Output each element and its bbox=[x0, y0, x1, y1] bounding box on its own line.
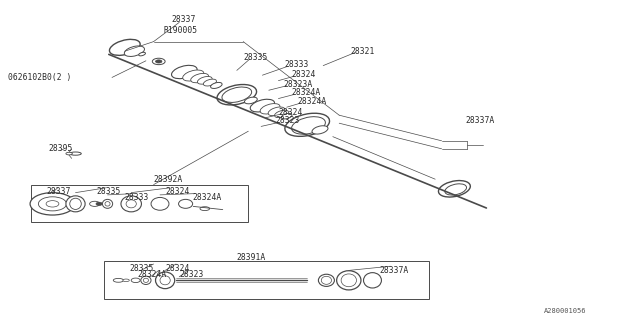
Ellipse shape bbox=[123, 279, 129, 282]
Bar bbox=[104, 261, 429, 299]
Ellipse shape bbox=[445, 184, 467, 195]
Ellipse shape bbox=[179, 199, 193, 208]
Text: 28337A: 28337A bbox=[380, 266, 409, 275]
Ellipse shape bbox=[191, 73, 209, 83]
Text: 28323A: 28323A bbox=[284, 80, 313, 89]
Text: 0626102B0(2 ): 0626102B0(2 ) bbox=[8, 73, 71, 82]
Text: 28335: 28335 bbox=[129, 264, 154, 273]
Ellipse shape bbox=[141, 276, 151, 284]
Circle shape bbox=[30, 193, 75, 215]
Ellipse shape bbox=[321, 276, 332, 284]
Circle shape bbox=[131, 278, 140, 283]
Ellipse shape bbox=[250, 99, 275, 112]
Ellipse shape bbox=[204, 79, 216, 86]
Text: 28335: 28335 bbox=[243, 53, 268, 62]
Text: 28324: 28324 bbox=[165, 188, 189, 196]
Text: 28337A: 28337A bbox=[466, 116, 495, 125]
Text: 28321: 28321 bbox=[351, 47, 375, 56]
Text: 28323: 28323 bbox=[275, 116, 300, 125]
Text: A280001056: A280001056 bbox=[544, 308, 586, 314]
Ellipse shape bbox=[285, 113, 330, 136]
Ellipse shape bbox=[124, 46, 145, 56]
Text: 28391A: 28391A bbox=[237, 253, 266, 262]
Circle shape bbox=[152, 58, 165, 65]
Ellipse shape bbox=[197, 76, 212, 84]
Ellipse shape bbox=[319, 274, 334, 286]
Circle shape bbox=[90, 201, 100, 206]
Circle shape bbox=[156, 60, 162, 63]
Text: 28395: 28395 bbox=[48, 144, 72, 153]
Ellipse shape bbox=[139, 52, 145, 56]
Ellipse shape bbox=[275, 110, 289, 118]
Text: 28337: 28337 bbox=[46, 188, 70, 196]
Text: 28337: 28337 bbox=[172, 15, 196, 24]
Text: 28392A: 28392A bbox=[154, 175, 183, 184]
Ellipse shape bbox=[211, 83, 222, 88]
Ellipse shape bbox=[121, 196, 141, 212]
Bar bbox=[31, 185, 248, 222]
Ellipse shape bbox=[160, 276, 170, 285]
Ellipse shape bbox=[337, 271, 361, 290]
Text: 28335: 28335 bbox=[96, 188, 120, 196]
Ellipse shape bbox=[182, 70, 204, 81]
Text: 28324A: 28324A bbox=[192, 193, 221, 202]
Ellipse shape bbox=[260, 104, 280, 114]
Ellipse shape bbox=[172, 65, 197, 79]
Ellipse shape bbox=[102, 199, 113, 208]
Ellipse shape bbox=[105, 202, 110, 206]
Ellipse shape bbox=[151, 197, 169, 210]
Ellipse shape bbox=[200, 207, 210, 211]
Ellipse shape bbox=[66, 152, 72, 155]
Ellipse shape bbox=[244, 97, 257, 104]
Text: 28333: 28333 bbox=[125, 193, 149, 202]
Text: 28324A: 28324A bbox=[298, 97, 327, 106]
Ellipse shape bbox=[113, 278, 124, 282]
Ellipse shape bbox=[70, 198, 81, 210]
Text: 28333: 28333 bbox=[285, 60, 309, 69]
Circle shape bbox=[46, 201, 59, 207]
Ellipse shape bbox=[70, 152, 81, 155]
Circle shape bbox=[96, 202, 102, 205]
Text: 28323: 28323 bbox=[179, 270, 204, 279]
Ellipse shape bbox=[109, 39, 140, 55]
Ellipse shape bbox=[364, 273, 381, 288]
Text: 28324A: 28324A bbox=[291, 88, 321, 97]
Ellipse shape bbox=[222, 87, 252, 102]
Ellipse shape bbox=[282, 113, 292, 119]
Text: 28324: 28324 bbox=[278, 108, 303, 117]
Text: 28324: 28324 bbox=[165, 264, 189, 273]
Ellipse shape bbox=[66, 196, 85, 212]
Text: R190005: R190005 bbox=[163, 26, 197, 35]
Ellipse shape bbox=[438, 180, 470, 197]
Ellipse shape bbox=[126, 200, 136, 208]
Ellipse shape bbox=[217, 84, 257, 105]
Ellipse shape bbox=[143, 278, 148, 283]
Ellipse shape bbox=[156, 272, 175, 289]
Ellipse shape bbox=[268, 107, 285, 116]
Ellipse shape bbox=[312, 126, 328, 134]
Ellipse shape bbox=[292, 117, 325, 134]
Circle shape bbox=[38, 197, 67, 211]
Text: 28324: 28324 bbox=[291, 70, 316, 79]
Text: 28324A: 28324A bbox=[138, 270, 167, 279]
Ellipse shape bbox=[341, 274, 356, 287]
